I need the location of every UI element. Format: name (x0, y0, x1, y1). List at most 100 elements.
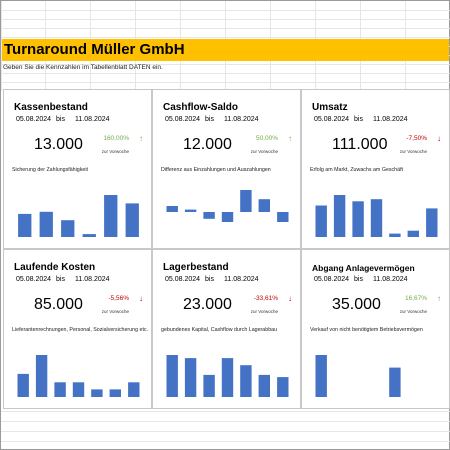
kpi-card-abgang-anlagevermoegen[interactable]: Abgang Anlagevermögen 05.08.2024 bis 11.08.… (301, 249, 450, 409)
chart-bar (240, 365, 252, 397)
row-gridline (1, 73, 450, 74)
chart-bar (277, 377, 289, 397)
row-gridline (1, 82, 450, 83)
date-to[interactable]: 11.08.2024 (224, 276, 259, 283)
down-arrow-icon: ↓ (437, 134, 441, 143)
date-separator: bis (354, 276, 363, 283)
kpi-value: 23.000 (183, 296, 232, 313)
chart-bar (258, 374, 270, 397)
chart-bar (221, 358, 234, 397)
date-to[interactable]: 11.08.2024 (75, 276, 110, 283)
row-gridline (1, 10, 450, 11)
mini-bar-chart (18, 195, 139, 237)
date-to[interactable]: 11.08.2024 (373, 116, 408, 123)
mini-bar-chart (315, 355, 401, 397)
card-title: Kassenbestand (14, 102, 88, 113)
change-percent: 160,00% (103, 135, 129, 142)
chart-bar (389, 367, 401, 397)
chart-bar (333, 195, 346, 237)
date-from[interactable]: 05.08.2024 (314, 116, 350, 123)
title-bar (2, 39, 449, 61)
date-separator: bis (56, 276, 65, 283)
change-percent: -7,50% (406, 135, 427, 142)
date-from[interactable]: 05.08.2024 (16, 276, 52, 283)
chart-bar (54, 382, 66, 397)
chart-bar (258, 199, 270, 212)
row-gridline (1, 19, 450, 20)
row-gridline (1, 431, 450, 432)
down-arrow-icon: ↓ (288, 294, 292, 303)
row-gridline (1, 37, 450, 38)
date-from[interactable]: 05.08.2024 (165, 276, 201, 283)
chart-bar (184, 358, 197, 397)
chart-bar (61, 220, 75, 237)
row-gridline (1, 64, 450, 65)
kpi-card-umsatz[interactable]: Umsatz 05.08.2024 bis 11.08.2024 111.000 -7,5… (301, 89, 450, 249)
card-description: Sicherung der Zahlungsfähigkeit (12, 167, 88, 173)
mini-bar-chart (17, 355, 140, 397)
card-description: gebundenes Kapital, Cashflow durch Lager… (161, 327, 278, 333)
date-from[interactable]: 05.08.2024 (314, 276, 350, 283)
page-title[interactable]: Turnaround Müller GmbH (4, 41, 185, 58)
change-percent: -33,61% (253, 295, 278, 302)
mini-bar-chart (166, 355, 289, 397)
card-title: Umsatz (312, 102, 348, 113)
chart-bar (203, 212, 215, 219)
change-label: zur Vorwoche (399, 309, 427, 314)
chart-bar (352, 201, 364, 237)
change-label: zur Vorwoche (250, 149, 278, 154)
chart-bar (125, 203, 139, 237)
chart-bar (18, 213, 32, 237)
kpi-value: 35.000 (332, 296, 381, 313)
kpi-value: 13.000 (34, 136, 83, 153)
date-separator: bis (205, 116, 214, 123)
date-separator: bis (354, 116, 363, 123)
change-label: zur Vorwoche (101, 149, 129, 154)
change-percent: 16,67% (404, 295, 427, 302)
card-title: Abgang Anlagevermögen (312, 263, 415, 273)
change-label: zur Vorwoche (250, 309, 278, 314)
kpi-card-laufende-kosten[interactable]: Laufende Kosten 05.08.2024 bis 11.08.2024 85… (3, 249, 152, 409)
instruction-text[interactable]: Geben Sie die Kennzahlen im Tabellenblat… (3, 64, 163, 71)
row-gridline (1, 28, 450, 29)
change-label: zur Vorwoche (101, 309, 129, 314)
card-description: Differenz aus Einzahlungen und Auszahlun… (161, 167, 271, 173)
chart-bar (370, 199, 383, 237)
date-from[interactable]: 05.08.2024 (16, 116, 52, 123)
up-arrow-icon: ↑ (437, 294, 441, 303)
chart-bar (221, 212, 234, 222)
row-gridline (1, 421, 450, 422)
chart-bar (277, 212, 289, 222)
kpi-card-cashflow-saldo[interactable]: Cashflow-Saldo 05.08.2024 bis 11.08.2024 12.… (152, 89, 301, 249)
date-to[interactable]: 11.08.2024 (75, 116, 110, 123)
chart-bar (82, 234, 96, 237)
card-description: Erfolg am Markt, Zuwachs am Geschäft (310, 167, 404, 173)
chart-bar (203, 374, 215, 397)
kpi-value: 85.000 (34, 296, 83, 313)
card-title: Cashflow-Saldo (163, 102, 239, 113)
date-separator: bis (205, 276, 214, 283)
chart-bar (166, 355, 178, 397)
chart-bar (389, 233, 401, 237)
date-to[interactable]: 11.08.2024 (373, 276, 408, 283)
chart-bar (91, 389, 103, 397)
chart-bar (109, 389, 121, 397)
up-arrow-icon: ↑ (139, 134, 143, 143)
chart-bar (166, 206, 178, 212)
card-title: Lagerbestand (163, 262, 229, 273)
chart-bar (407, 230, 419, 237)
kpi-value: 12.000 (183, 136, 232, 153)
chart-bar (39, 211, 53, 237)
mini-bar-chart (166, 190, 289, 222)
date-separator: bis (56, 116, 65, 123)
date-from[interactable]: 05.08.2024 (165, 116, 201, 123)
kpi-card-kassenbestand[interactable]: Kassenbestand 05.08.2024 bis 11.08.2024 13.0… (3, 89, 152, 249)
card-description: Lieferantenrechnungen, Personal, Sozialv… (12, 327, 149, 333)
chart-bar (17, 373, 29, 397)
kpi-card-lagerbestand[interactable]: Lagerbestand 05.08.2024 bis 11.08.2024 23.00… (152, 249, 301, 409)
date-to[interactable]: 11.08.2024 (224, 116, 259, 123)
row-gridline (1, 411, 450, 412)
up-arrow-icon: ↑ (288, 134, 292, 143)
change-percent: 50,00% (255, 135, 278, 142)
